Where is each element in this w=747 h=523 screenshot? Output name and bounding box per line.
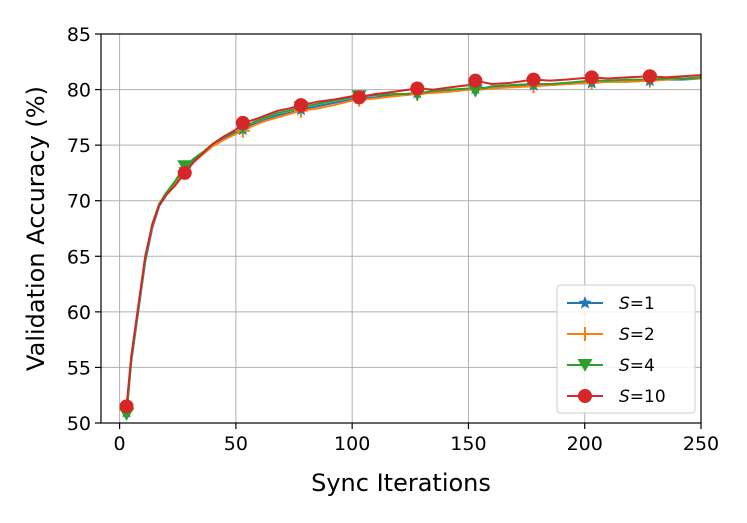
legend-marker: [578, 327, 592, 341]
series-line-2: [125, 76, 702, 415]
legend-marker: [578, 389, 592, 403]
series-marker-3: [468, 73, 483, 88]
series-marker-2: [467, 84, 483, 98]
legend-label-value: =2: [630, 325, 655, 345]
legend-label: S=4: [619, 356, 655, 376]
x-tick-label: 0: [114, 433, 126, 455]
series-markers: [119, 69, 658, 421]
legend-label-variable: S: [619, 325, 630, 345]
series-marker-3: [584, 70, 599, 85]
x-tick-label: 200: [567, 433, 603, 455]
plot-area-frame: [100, 33, 702, 424]
y-tick-label: 70: [67, 191, 91, 213]
series-marker-3: [352, 90, 367, 105]
series-marker-3: [642, 69, 657, 84]
legend-marker: [577, 359, 593, 372]
legend-label: S=1: [619, 294, 655, 314]
legend-box: [556, 284, 696, 414]
x-tick-label: 50: [224, 433, 248, 455]
y-tick-label: 75: [67, 135, 91, 157]
legend-label-variable: S: [619, 387, 630, 407]
series-marker-3: [294, 98, 308, 113]
x-tick-label: 250: [683, 433, 719, 455]
y-axis-label: Validation Accuracy (%): [22, 86, 50, 371]
series-marker-3: [410, 81, 425, 96]
x-tick-label: 150: [450, 433, 486, 455]
legend-label-value: =4: [630, 356, 655, 376]
series-marker-3: [235, 115, 250, 130]
series-lines: [125, 74, 702, 415]
legend-label: S=10: [619, 387, 666, 407]
series-marker-3: [119, 399, 134, 414]
series-line-3: [125, 74, 702, 407]
legend-label: S=2: [619, 325, 655, 345]
y-tick-label: 85: [67, 24, 91, 46]
legend-label-value: =1: [630, 294, 655, 314]
series-marker-3: [526, 72, 541, 87]
legend-marker: [578, 296, 592, 309]
y-tick-label: 60: [67, 302, 91, 324]
y-tick-label: 50: [67, 413, 91, 435]
y-tick-label: 80: [67, 80, 91, 102]
legend-label-value: =10: [630, 387, 666, 407]
legend-label-variable: S: [619, 356, 630, 376]
legend-label-variable: S: [619, 294, 630, 314]
x-axis-label: Sync Iterations: [311, 469, 491, 497]
series-marker-3: [177, 165, 192, 180]
legend: S=1S=2S=4S=10: [556, 284, 696, 414]
y-tick-label: 55: [67, 357, 91, 379]
y-tick-label: 65: [67, 246, 91, 268]
x-tick-label: 100: [334, 433, 370, 455]
axis-ticks: 0 50 100 150 200 250 50 55 60 65 70 75 80 85: [67, 24, 719, 455]
